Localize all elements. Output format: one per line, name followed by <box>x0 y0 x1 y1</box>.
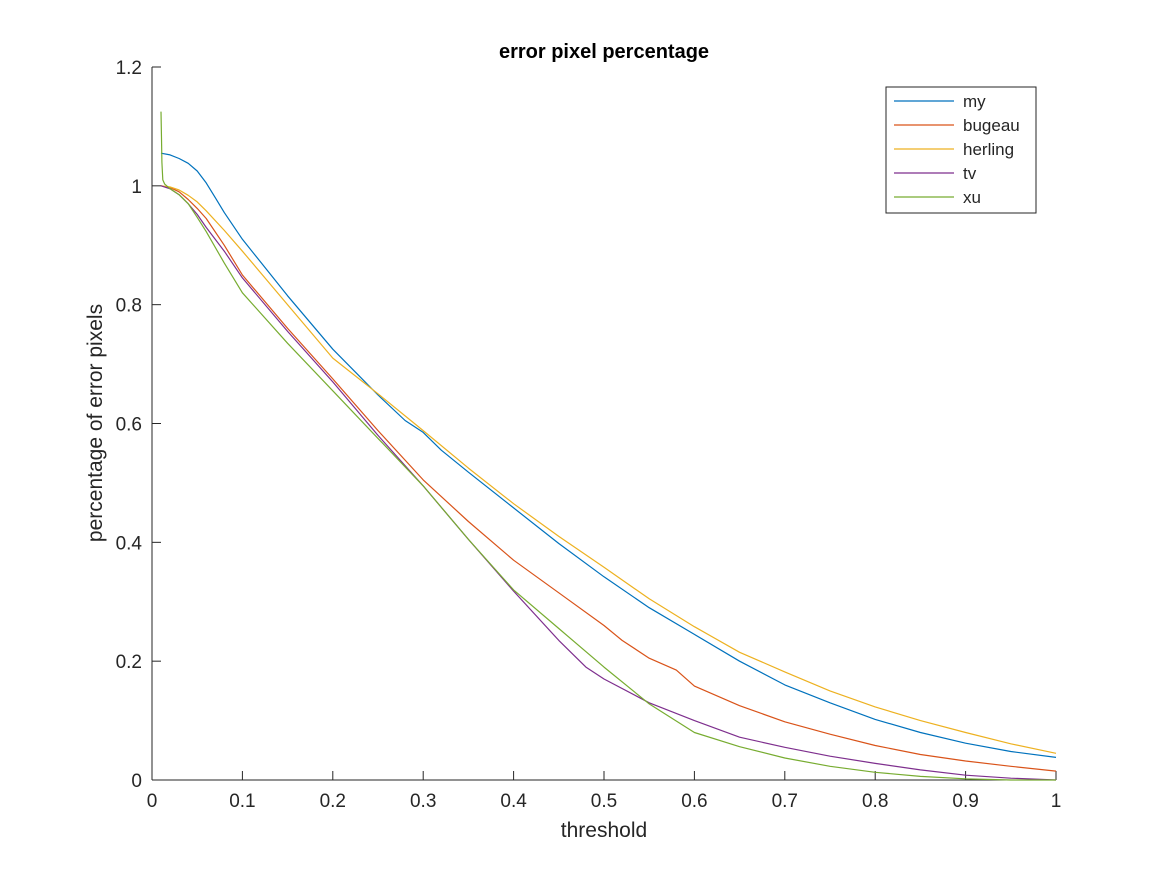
series-line-xu <box>160 111 1056 781</box>
x-tick-label: 1 <box>1051 791 1062 812</box>
chart-title: error pixel percentage <box>499 41 709 63</box>
legend-label-my: my <box>963 92 986 111</box>
y-tick-label: 0.2 <box>116 652 142 673</box>
x-tick-label: 0.2 <box>320 791 346 812</box>
x-tick-label: 0.8 <box>862 791 888 812</box>
x-tick-label: 0.5 <box>591 791 617 812</box>
chart-legend: my bugeau herling tv xu <box>885 86 1037 214</box>
x-tick-label: 0.7 <box>772 791 798 812</box>
y-tick-label: 1 <box>131 177 142 198</box>
series-line-tv <box>160 185 1057 781</box>
x-axis-title: threshold <box>561 819 647 842</box>
legend-label-xu: xu <box>963 188 981 207</box>
x-tick-label: 0.1 <box>229 791 255 812</box>
y-tick-label: 0.4 <box>116 533 143 554</box>
series-line-my <box>160 152 1057 758</box>
x-tick-label: 0.9 <box>952 791 978 812</box>
x-tick-label: 0.3 <box>410 791 436 812</box>
x-tick-label: 0 <box>147 791 158 812</box>
plot-area: 0 0.1 0.2 0.3 0.4 0.5 0.6 0.7 0.8 0.9 1 0 0.2 0.4 0.6 0… <box>116 58 1062 812</box>
legend-box <box>885 86 1037 214</box>
y-tick-label: 1.2 <box>116 58 142 79</box>
legend-label-bugeau: bugeau <box>963 116 1020 135</box>
y-tick-label: 0.8 <box>116 296 142 317</box>
y-axis-title: percentage of error pixels <box>84 304 107 542</box>
series-line-herling <box>160 185 1057 754</box>
legend-label-tv: tv <box>963 164 977 183</box>
legend-label-herling: herling <box>963 140 1014 159</box>
x-tick-label: 0.6 <box>681 791 707 812</box>
y-tick-label: 0 <box>131 771 142 792</box>
series-line-bugeau <box>160 185 1057 772</box>
y-tick-label: 0.6 <box>116 415 142 436</box>
x-tick-label: 0.4 <box>500 791 527 812</box>
